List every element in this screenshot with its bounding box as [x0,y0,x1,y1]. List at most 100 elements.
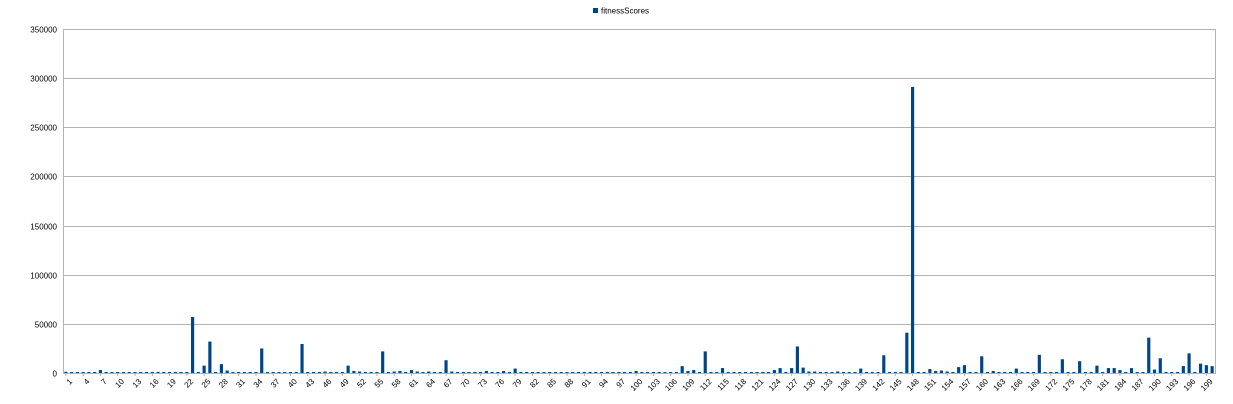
bar [415,371,419,373]
bar [173,372,177,373]
bar [887,372,892,373]
bar [1106,368,1111,373]
bar [743,372,748,373]
bar [438,372,442,373]
bar [1031,372,1036,373]
bar [179,372,183,373]
bar [1095,365,1099,373]
bar [1170,372,1174,373]
bar [311,372,316,373]
bar [957,367,961,373]
bar [836,371,840,373]
bar [1089,372,1093,373]
bar [784,372,788,373]
bar [588,372,592,373]
x-tick-label: 22 [183,377,196,390]
bar [139,372,143,373]
bar [980,356,984,373]
bar [703,351,707,373]
x-tick-label: 127 [784,377,800,393]
bar [841,372,846,373]
bar [790,368,794,373]
bar [565,372,569,373]
bar [859,368,863,373]
bar [1037,354,1041,373]
bar [214,372,218,373]
y-tick-label: 300000 [30,75,57,84]
bar [70,372,74,373]
bar [807,371,811,373]
bar [1101,372,1105,373]
bar [686,371,690,373]
x-tick-label: 76 [494,377,507,390]
x-tick-label: 187 [1130,377,1146,393]
bar [991,371,995,373]
bar [306,372,310,373]
plot-area-border [63,29,1216,374]
bar [1003,372,1007,373]
bar [404,372,408,373]
x-tick-label: 199 [1199,377,1215,393]
x-tick-label: 181 [1095,377,1111,393]
x-tick-label: 49 [338,377,351,390]
bar [542,372,546,373]
bar [772,370,776,373]
bar [1164,372,1168,373]
x-tick-label: 31 [234,377,247,390]
x-tick-label: 160 [974,377,990,393]
bar [911,86,915,373]
x-tick-label: 148 [905,377,921,393]
x-tick-label: 142 [871,377,887,393]
bar [1118,370,1122,373]
bar [496,372,500,373]
x-tick-label: 16 [148,377,161,390]
bar [369,372,373,373]
bar [104,372,108,373]
bar [899,372,903,373]
bar [548,372,552,373]
legend-label: fitnessScores [601,7,649,16]
bar [167,372,172,373]
bar [375,372,379,373]
bar [559,372,563,373]
bar [738,372,742,373]
bar [363,372,367,373]
x-tick-label: 193 [1164,377,1180,393]
bar [1152,369,1157,373]
x-tick-label: 55 [373,377,386,390]
bar [1043,372,1047,373]
x-tick-label: 121 [750,377,766,393]
bar [127,372,131,373]
x-tick-label: 130 [801,377,817,393]
x-tick-label: 70 [459,377,472,390]
y-tick-label: 200000 [30,173,57,182]
bar [715,372,719,373]
bar [646,372,650,373]
bar [473,372,477,373]
x-tick-label: 58 [390,377,403,390]
x-tick-label: 73 [476,377,489,390]
x-tick-label: 103 [646,377,662,393]
bar [853,372,857,373]
bar [617,372,621,373]
bar [392,371,396,373]
x-tick-label: 175 [1061,377,1077,393]
bar [444,360,448,373]
bar [571,372,575,373]
bar [864,372,869,373]
bar [398,371,402,373]
bar [283,372,287,373]
bar [928,369,932,373]
bar [870,372,874,373]
x-tick-label: 4 [82,377,92,387]
bar [300,344,304,373]
bar [680,366,684,373]
x-tick-label: 112 [698,377,714,393]
bar [813,371,817,373]
bar [98,370,103,373]
bar [634,371,638,373]
bar [1193,372,1197,373]
bar [876,372,880,373]
bar [755,372,759,373]
bar [692,370,696,373]
